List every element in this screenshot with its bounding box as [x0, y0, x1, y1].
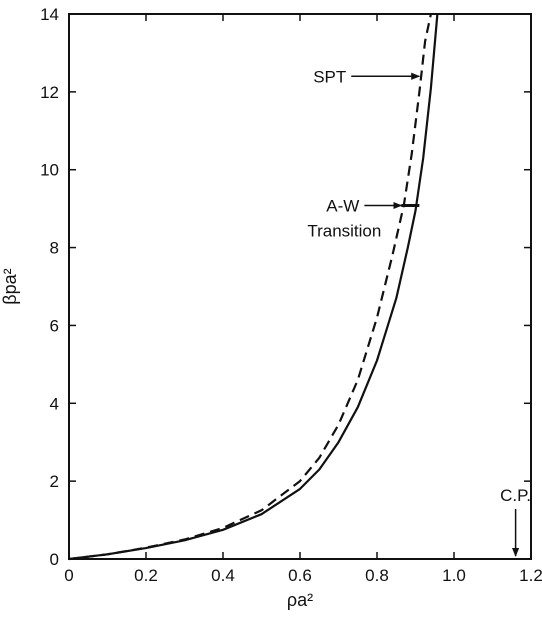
y-tick-label: 6 — [50, 316, 59, 335]
y-axis-label: βpa² — [0, 268, 20, 304]
x-tick-label: 1.0 — [442, 566, 466, 585]
y-tick-label: 12 — [40, 83, 59, 102]
x-tick-label: 0.6 — [288, 566, 312, 585]
y-tick-label: 8 — [50, 239, 59, 258]
annotations-layer: SPT A-W Transition C.P. — [307, 67, 531, 557]
plot-frame — [68, 13, 532, 560]
x-tick-label: 0 — [64, 566, 73, 585]
annotation-aw-label: A-W — [326, 197, 359, 216]
y-tick-label: 10 — [40, 161, 59, 180]
annotation-transition-label: Transition — [307, 222, 381, 241]
marks-layer — [68, 13, 439, 561]
y-tick-label: 14 — [40, 5, 59, 24]
ticks-layer: 0 0.2 0.4 0.6 0.8 1.0 1.2 0 2 4 6 8 10 12 14 — [40, 5, 542, 585]
x-tick-label: 0.2 — [134, 566, 158, 585]
x-tick-label: 1.2 — [519, 566, 542, 585]
series-line-solid — [68, 13, 439, 561]
y-tick-label: 4 — [50, 394, 59, 413]
series-line-dashed — [68, 13, 432, 561]
annotation-spt-label: SPT — [313, 67, 346, 86]
y-tick-label: 2 — [50, 472, 59, 491]
y-tick-label: 0 — [50, 550, 59, 569]
x-tick-label: 0.4 — [211, 566, 235, 585]
x-tick-label: 0.8 — [365, 566, 389, 585]
annotation-cp-label: C.P. — [500, 486, 531, 505]
x-axis-label: ρa² — [287, 590, 313, 610]
